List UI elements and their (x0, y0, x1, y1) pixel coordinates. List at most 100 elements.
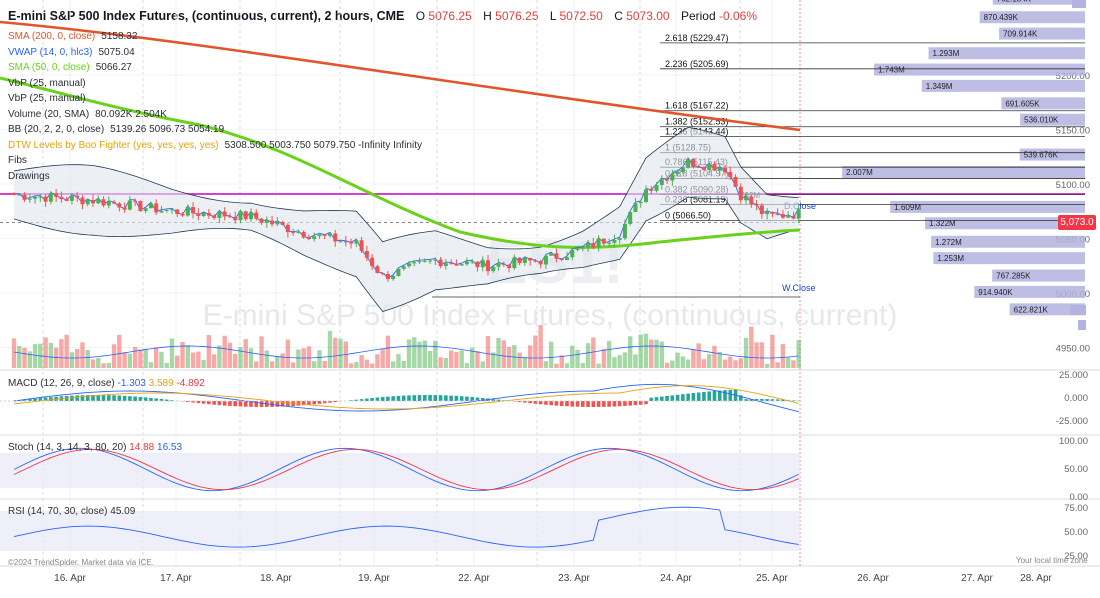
volume-bar (64, 334, 69, 368)
candle-body (191, 207, 196, 214)
volume-bar (364, 359, 370, 368)
volume-bar (728, 356, 733, 368)
volume-bar (733, 360, 738, 368)
macd-histogram-bar (249, 401, 253, 407)
candle-body (712, 163, 717, 171)
volume-profile-bar (928, 47, 1085, 60)
timezone-note[interactable]: Your local time zone (1016, 556, 1088, 565)
candle-body (38, 196, 43, 198)
candle-body (512, 257, 517, 269)
current-price-tag: 5,073.0 (1058, 215, 1096, 230)
macd-histogram-bar (480, 397, 485, 401)
macd-histogram-bar (712, 390, 717, 401)
volume-bar (391, 361, 396, 368)
candle-body (638, 202, 643, 204)
macd-histogram-bar (380, 397, 385, 401)
macd-histogram-bar (602, 401, 606, 407)
stoch-axis-label: 50.00 (1064, 464, 1088, 475)
legend-row[interactable]: SMA (200, 0, close) 5158.32 (8, 31, 138, 42)
w-close-label: W.Close (782, 283, 816, 293)
macd-histogram-bar (670, 395, 675, 401)
volume-bar (333, 337, 338, 368)
volume-bar (775, 362, 780, 368)
macd-histogram-bar (107, 395, 111, 401)
legend-row[interactable]: SMA (50, 0, close) 5066.27 (8, 62, 132, 73)
volume-bar (385, 335, 391, 368)
volume-bar (780, 344, 786, 368)
volume-bar (659, 341, 664, 368)
volume-bar (322, 361, 327, 368)
volume-profile-label: 870.439K (984, 13, 1019, 22)
symbol-title[interactable]: E-mini S&P 500 Index Futures, (continuou… (8, 9, 405, 23)
candle-body (617, 238, 622, 240)
stoch-legend[interactable]: Stoch (14, 3, 14, 3, 80, 20) 14.88 16.53 (8, 442, 183, 453)
macd-histogram-bar (749, 399, 754, 401)
volume-profile-label: 1.743M (878, 66, 905, 75)
volume-bar (222, 335, 227, 368)
candle-body (454, 263, 459, 266)
macd-histogram-bar (259, 401, 264, 407)
volume-bar (464, 363, 470, 368)
candle-body (249, 212, 253, 220)
macd-histogram-bar (138, 396, 143, 401)
macd-line (13, 383, 799, 413)
volume-bar (417, 341, 422, 368)
volume-bar (454, 352, 459, 368)
candle-body (212, 215, 217, 218)
candle-body (649, 189, 654, 191)
high-value: 5076.25 (495, 9, 539, 23)
volume-bar (117, 334, 122, 368)
candle-body (85, 200, 90, 205)
volume-bar (248, 348, 254, 368)
candle-body (359, 240, 364, 252)
price-axis-label: 4950.00 (1056, 344, 1090, 355)
volume-bar (111, 344, 117, 368)
volume-profile-label: 914.940K (978, 288, 1013, 297)
rsi-axis-label: 50.00 (1064, 527, 1088, 538)
macd-legend[interactable]: MACD (12, 26, 9, close) -1.303 3.589 -4.… (8, 378, 205, 389)
volume-bar (649, 339, 654, 368)
legend-row[interactable]: VWAP (14, 0, hlc3) 5075.04 (8, 46, 135, 58)
legend-row[interactable]: VbP (25, manual) (8, 77, 86, 89)
legend-row[interactable]: Drawings (8, 170, 50, 182)
candle-body (122, 207, 127, 210)
volume-profile-bar (1009, 303, 1085, 316)
candle-body (143, 208, 148, 212)
volume-bar (470, 347, 475, 368)
macd-histogram-bar (686, 393, 690, 401)
candle-body (27, 198, 32, 200)
macd-histogram-bar (28, 399, 32, 401)
volume-bar (32, 344, 38, 368)
candle-body (517, 257, 522, 263)
volume-bar (564, 363, 570, 368)
volume-bar (791, 360, 796, 368)
volume-bar (496, 337, 501, 368)
macd-histogram-bar (117, 395, 122, 401)
macd-histogram-bar (375, 397, 380, 401)
candle-body (480, 260, 485, 268)
watermark-text: E-mini S&P 500 Index Futures, (continuou… (203, 299, 898, 332)
volume-bar (196, 351, 201, 368)
volume-bar (685, 359, 691, 368)
volume-bar (448, 350, 454, 368)
macd-histogram-bar (770, 399, 775, 401)
volume-bar (575, 349, 580, 368)
candle-body (475, 261, 480, 268)
candle-body (206, 212, 211, 216)
candle-body (254, 212, 259, 219)
legend-row[interactable]: VbP (25, manual) (8, 93, 86, 104)
stoch-k-line (13, 447, 799, 492)
price-axis-label: 5100.00 (1056, 180, 1090, 191)
legend-row[interactable]: Fibs (8, 155, 27, 166)
rsi-legend[interactable]: RSI (14, 70, 30, close) 45.09 (8, 506, 136, 517)
legend-row[interactable]: BB (20, 2, 2, 0, close) 5139.26 5096.73 5… (8, 124, 225, 135)
price-axis-label: 5200.00 (1056, 71, 1090, 82)
candle-body (259, 218, 264, 223)
legend-row[interactable]: Volume (20, SMA) 80.092K 2.504K (8, 108, 167, 120)
fib-level-label: 2.236 (5205.69) (665, 59, 729, 69)
date-label: 19. Apr (358, 573, 390, 584)
legend-row[interactable]: DTW Levels by Boo Fighter (yes, yes, yes… (8, 139, 422, 151)
candle-body (501, 263, 506, 265)
fib-level-label: 1.382 (5152.53) (665, 117, 729, 127)
